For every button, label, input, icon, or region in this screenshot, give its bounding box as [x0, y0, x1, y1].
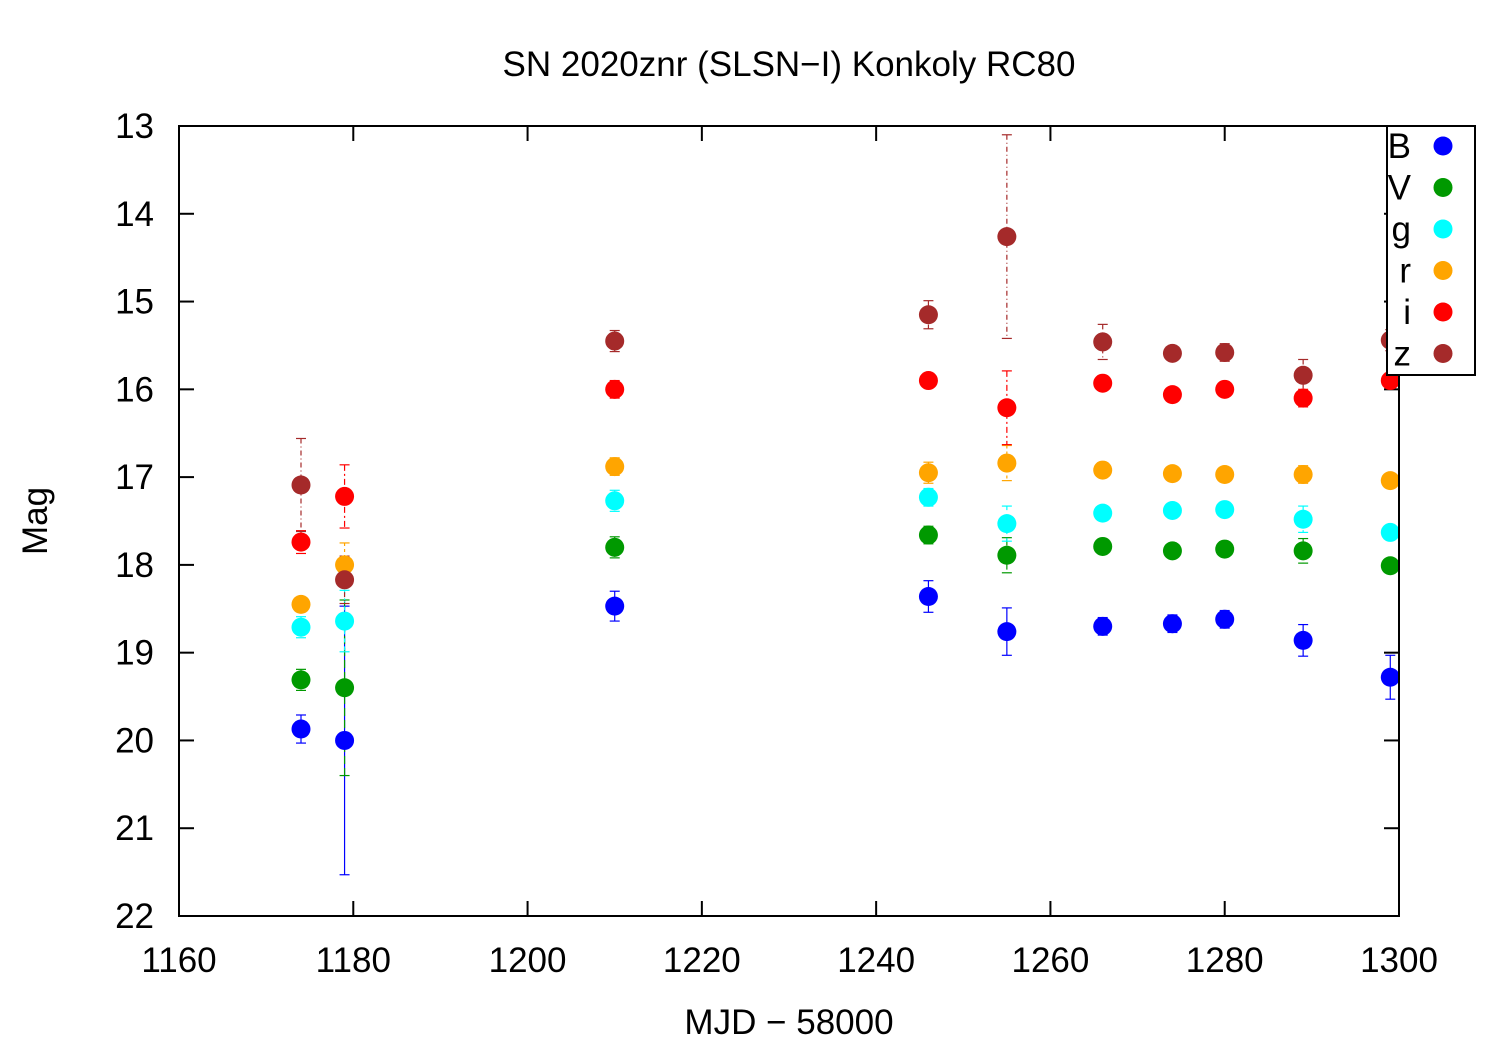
point-V [1162, 541, 1182, 561]
legend-label-r: r [1399, 252, 1411, 291]
point-B [605, 596, 625, 616]
point-B [291, 719, 311, 739]
point-B [1162, 614, 1182, 634]
point-B [918, 586, 938, 606]
chart-title: SN 2020znr (SLSN−I) Konkoly RC80 [503, 45, 1076, 84]
x-tick-label: 1260 [1011, 941, 1089, 980]
legend-marker-z [1433, 344, 1453, 363]
point-r [1093, 460, 1113, 480]
y-axis-title: Mag [16, 487, 55, 555]
point-V [997, 545, 1017, 565]
point-i [1215, 379, 1235, 399]
point-g [335, 611, 355, 631]
point-r [1293, 464, 1313, 484]
point-V [1215, 539, 1235, 559]
point-r [605, 457, 625, 477]
legend-label-B: B [1388, 127, 1411, 166]
legend-label-g: g [1392, 210, 1411, 249]
point-z [997, 227, 1017, 247]
y-tick-label: 20 [115, 721, 154, 760]
point-r [1380, 471, 1400, 491]
point-i [1293, 388, 1313, 408]
point-B [1215, 609, 1235, 629]
plot-frame [178, 125, 1400, 917]
x-axis-title: MJD − 58000 [684, 1003, 893, 1042]
y-tick-label: 19 [115, 634, 154, 673]
legend-label-i: i [1403, 293, 1411, 332]
point-r [291, 594, 311, 614]
point-g [918, 487, 938, 507]
data-points [291, 227, 1400, 750]
point-B [1380, 667, 1400, 687]
x-tick-label: 1300 [1360, 941, 1438, 980]
point-g [1380, 522, 1400, 542]
point-z [918, 305, 938, 325]
legend-label-V: V [1388, 169, 1412, 208]
point-i [291, 532, 311, 552]
point-g [997, 514, 1017, 534]
y-tick-label: 16 [115, 370, 154, 409]
point-z [1215, 342, 1235, 362]
point-V [1380, 556, 1400, 576]
tick-marks [178, 125, 1400, 917]
point-B [1293, 630, 1313, 650]
legend-label-z: z [1394, 335, 1412, 374]
point-r [918, 463, 938, 483]
point-g [1293, 509, 1313, 529]
y-tick-label: 13 [115, 107, 154, 146]
point-V [291, 670, 311, 690]
point-r [1215, 464, 1235, 484]
point-i [335, 486, 355, 506]
point-i [918, 371, 938, 391]
point-g [1162, 500, 1182, 520]
legend-marker-r [1433, 261, 1453, 280]
legend-box [1386, 125, 1476, 376]
point-i [1162, 385, 1182, 405]
point-g [1215, 500, 1235, 520]
point-V [335, 678, 355, 698]
point-i [605, 379, 625, 399]
point-z [1093, 332, 1113, 352]
point-r [335, 555, 355, 575]
legend-marker-g [1433, 219, 1453, 239]
point-z [605, 331, 625, 351]
y-tick-label: 22 [115, 897, 154, 936]
y-tick-label: 14 [115, 195, 154, 234]
legend-marker-V [1433, 178, 1453, 197]
point-g [605, 491, 625, 511]
y-tick-label: 15 [115, 283, 154, 322]
x-tick-label: 1180 [316, 941, 391, 980]
y-tick-label: 18 [115, 546, 154, 585]
point-V [605, 537, 625, 557]
point-B [997, 622, 1017, 642]
x-tick-label: 1280 [1186, 941, 1264, 980]
point-V [1293, 541, 1313, 561]
point-V [918, 525, 938, 545]
point-V [1093, 536, 1113, 556]
point-i [1093, 373, 1113, 393]
x-tick-label: 1160 [141, 941, 216, 980]
point-z [335, 570, 355, 590]
point-z [1162, 343, 1182, 363]
point-g [291, 617, 311, 637]
x-tick-label: 1220 [663, 941, 741, 980]
point-r [997, 453, 1017, 473]
point-z [291, 475, 311, 495]
y-tick-label: 17 [115, 458, 154, 497]
point-z [1293, 365, 1313, 385]
tick-labels: 1160 1180 1200 1220 1240 1260 1280 1300 13 14 15 16… [115, 107, 1438, 980]
legend-marker-i [1433, 302, 1453, 322]
y-tick-label: 21 [115, 809, 154, 848]
legend-marker-B [1433, 136, 1453, 156]
point-g [1093, 503, 1113, 523]
point-B [1093, 616, 1113, 636]
x-tick-label: 1200 [489, 941, 567, 980]
x-tick-label: 1240 [837, 941, 915, 980]
point-B [335, 730, 355, 750]
point-r [1162, 464, 1182, 484]
point-i [997, 398, 1017, 418]
